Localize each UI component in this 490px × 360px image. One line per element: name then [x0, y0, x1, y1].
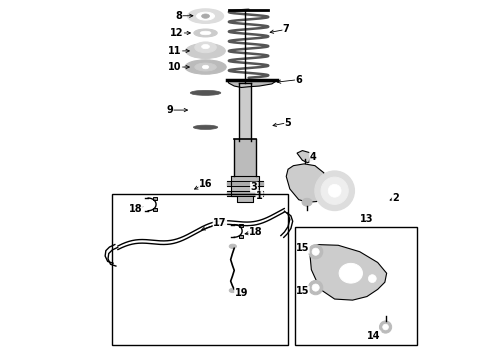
Ellipse shape	[188, 9, 223, 23]
Ellipse shape	[194, 29, 217, 37]
Ellipse shape	[229, 244, 236, 248]
Text: 6: 6	[295, 75, 302, 85]
Ellipse shape	[200, 31, 211, 35]
Ellipse shape	[229, 288, 236, 293]
Polygon shape	[153, 197, 157, 201]
Ellipse shape	[195, 63, 216, 71]
Ellipse shape	[302, 198, 312, 206]
Text: 8: 8	[175, 11, 182, 21]
Ellipse shape	[328, 184, 341, 197]
Ellipse shape	[379, 321, 392, 333]
Text: 15: 15	[295, 243, 309, 253]
Ellipse shape	[309, 244, 323, 259]
Text: 4: 4	[310, 152, 317, 162]
Bar	[295, 226, 417, 345]
Ellipse shape	[201, 44, 210, 49]
Ellipse shape	[195, 42, 216, 53]
Ellipse shape	[309, 280, 323, 295]
Text: 19: 19	[235, 288, 248, 298]
Polygon shape	[153, 208, 157, 211]
Ellipse shape	[312, 248, 319, 255]
Text: 13: 13	[360, 215, 374, 224]
Ellipse shape	[185, 60, 226, 74]
Polygon shape	[297, 150, 313, 163]
Ellipse shape	[202, 65, 209, 69]
Text: 12: 12	[170, 28, 184, 38]
Ellipse shape	[190, 90, 221, 95]
Polygon shape	[310, 244, 387, 300]
Text: 16: 16	[199, 179, 212, 189]
Ellipse shape	[196, 12, 215, 20]
Ellipse shape	[321, 177, 348, 204]
Text: 9: 9	[166, 105, 173, 115]
Text: 18: 18	[249, 227, 263, 237]
Polygon shape	[239, 224, 243, 227]
Text: 14: 14	[368, 331, 381, 341]
Polygon shape	[231, 176, 259, 202]
Ellipse shape	[194, 125, 218, 130]
Text: 10: 10	[169, 62, 182, 72]
Ellipse shape	[315, 171, 354, 211]
Text: 1: 1	[256, 191, 263, 201]
Text: 5: 5	[285, 118, 292, 128]
Ellipse shape	[383, 324, 389, 330]
Text: 2: 2	[392, 193, 399, 203]
Text: 18: 18	[129, 204, 143, 214]
Text: 7: 7	[283, 24, 290, 35]
Ellipse shape	[339, 264, 363, 283]
Text: 11: 11	[169, 46, 182, 56]
Ellipse shape	[186, 43, 225, 58]
Ellipse shape	[201, 14, 210, 18]
Ellipse shape	[312, 284, 319, 291]
Bar	[112, 194, 288, 345]
Polygon shape	[239, 235, 243, 238]
Text: 17: 17	[213, 218, 227, 228]
Polygon shape	[227, 80, 277, 87]
Ellipse shape	[368, 275, 376, 283]
Text: 15: 15	[295, 286, 309, 296]
Polygon shape	[286, 164, 327, 202]
Text: 3: 3	[250, 182, 257, 192]
